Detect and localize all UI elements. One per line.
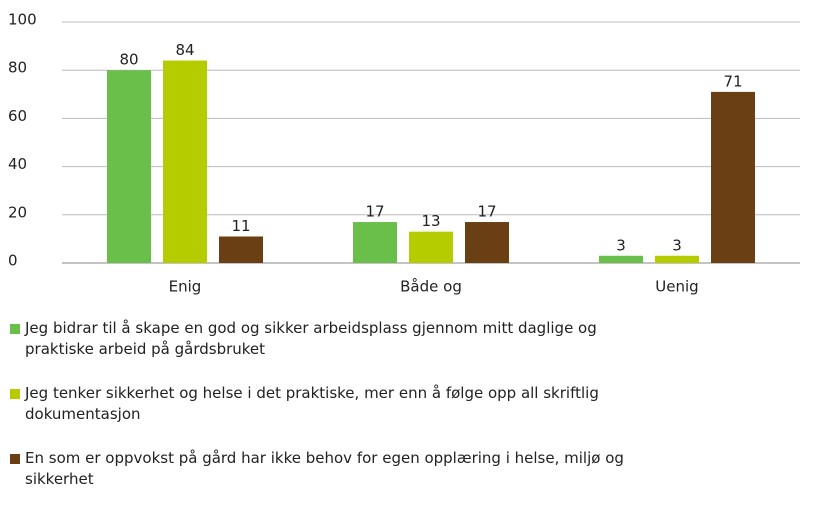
page: 0 20 40 60 80 100 Enig 80 84 11 Både og 17 13 17 Uenig… xyxy=(8,10,800,488)
data-label: 80 xyxy=(119,51,138,69)
y-tick-label: 20 xyxy=(8,203,27,221)
legend-swatch xyxy=(10,454,20,464)
bar xyxy=(219,236,263,263)
data-label: 13 xyxy=(421,212,440,230)
bar xyxy=(599,255,643,263)
data-label: 11 xyxy=(231,217,250,235)
legend: Jeg bidrar til å skape en god og sikker … xyxy=(10,318,660,513)
bar xyxy=(353,222,397,263)
x-tick-label: Både og xyxy=(400,278,462,296)
x-tick-label: Enig xyxy=(169,278,202,296)
data-label: 3 xyxy=(672,236,682,254)
legend-swatch xyxy=(10,324,20,334)
legend-item: Jeg tenker sikkerhet og helse i det prak… xyxy=(10,383,660,425)
bar xyxy=(107,70,151,263)
y-tick-label: 40 xyxy=(8,155,27,173)
bar xyxy=(711,91,755,263)
chart: 0 20 40 60 80 100 Enig 80 84 11 Både og 17 13 17 Uenig… xyxy=(8,11,800,296)
data-label: 17 xyxy=(477,203,496,221)
legend-item: Jeg bidrar til å skape en god og sikker … xyxy=(10,318,660,360)
legend-label: Jeg tenker sikkerhet og helse i det prak… xyxy=(25,384,599,423)
bar xyxy=(655,255,699,263)
legend-item: En som er oppvokst på gård har ikke beho… xyxy=(10,448,660,490)
y-tick-label: 80 xyxy=(8,59,27,77)
data-label: 3 xyxy=(616,236,626,254)
y-tick-label: 60 xyxy=(8,107,27,125)
legend-label: Jeg bidrar til å skape en god og sikker … xyxy=(25,319,597,358)
bar xyxy=(409,231,453,263)
legend-swatch xyxy=(10,389,20,399)
y-tick-label: 0 xyxy=(8,252,18,270)
data-label: 17 xyxy=(365,203,384,221)
x-tick-label: Uenig xyxy=(655,278,698,296)
bar xyxy=(465,222,509,263)
y-tick-label: 100 xyxy=(8,11,37,29)
data-label: 71 xyxy=(723,72,742,90)
data-label: 84 xyxy=(175,41,194,59)
legend-label: En som er oppvokst på gård har ikke beho… xyxy=(25,449,624,488)
bar xyxy=(163,60,207,264)
